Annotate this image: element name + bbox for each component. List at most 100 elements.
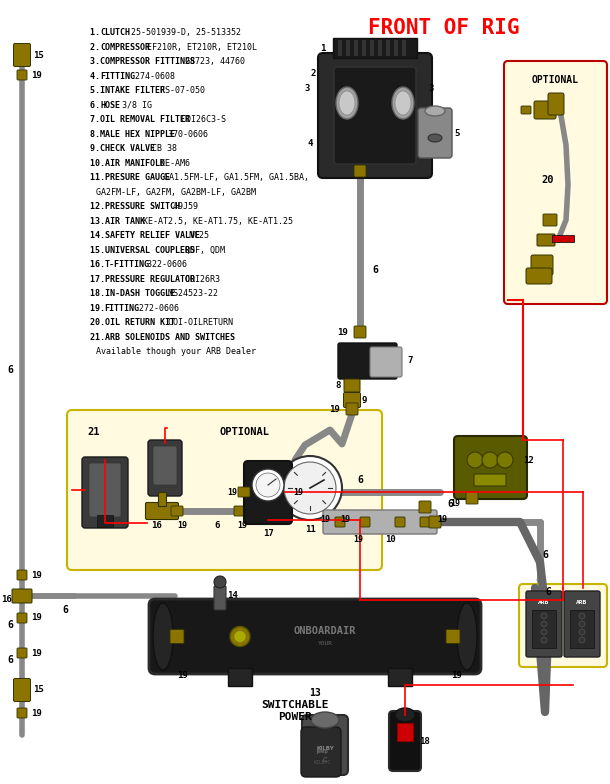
Text: 20: 20 <box>542 175 554 185</box>
FancyBboxPatch shape <box>286 487 298 497</box>
Text: 14.: 14. <box>90 231 110 240</box>
Text: 6: 6 <box>62 605 68 615</box>
Ellipse shape <box>395 708 415 722</box>
Text: MALE HEX NIPPLE: MALE HEX NIPPLE <box>101 129 176 139</box>
FancyBboxPatch shape <box>466 492 478 504</box>
Text: INTAKE FILTER: INTAKE FILTER <box>101 86 165 95</box>
FancyBboxPatch shape <box>354 165 366 177</box>
Bar <box>532 610 556 648</box>
FancyBboxPatch shape <box>543 214 557 226</box>
FancyBboxPatch shape <box>360 517 370 527</box>
Text: 25-501939-D, 25-513352: 25-501939-D, 25-513352 <box>126 28 240 37</box>
FancyBboxPatch shape <box>354 326 366 338</box>
Text: 18: 18 <box>420 736 431 746</box>
Text: C: C <box>323 757 328 763</box>
Text: 16.: 16. <box>90 260 110 269</box>
Text: ARB SOLENOIDS AND SWITCHES: ARB SOLENOIDS AND SWITCHES <box>104 332 235 342</box>
Text: 19: 19 <box>293 488 303 496</box>
Circle shape <box>541 637 547 643</box>
Bar <box>158 492 166 506</box>
FancyBboxPatch shape <box>526 591 562 657</box>
Text: PRESURE GAUGE: PRESURE GAUGE <box>104 173 170 182</box>
Text: 21.: 21. <box>90 332 110 342</box>
Text: 10: 10 <box>385 535 395 545</box>
Text: 19: 19 <box>178 672 188 681</box>
FancyBboxPatch shape <box>504 61 607 304</box>
Ellipse shape <box>336 87 358 119</box>
Text: 19: 19 <box>353 535 363 545</box>
Text: UNIVERSAL COUPLERS: UNIVERSAL COUPLERS <box>104 245 195 255</box>
Text: OPTIONAL: OPTIONAL <box>532 75 579 85</box>
Text: 7.: 7. <box>90 115 105 124</box>
FancyBboxPatch shape <box>395 517 405 527</box>
Ellipse shape <box>311 712 339 728</box>
Text: SWITCHABLE
POWER: SWITCHABLE POWER <box>261 700 329 721</box>
Text: OIL RETURN KIT: OIL RETURN KIT <box>104 318 174 327</box>
FancyBboxPatch shape <box>474 474 506 486</box>
Ellipse shape <box>395 91 411 115</box>
Text: NC25: NC25 <box>184 231 209 240</box>
Text: GA1.5FM-LF, GA1.5FM, GA1.5BA,: GA1.5FM-LF, GA1.5FM, GA1.5BA, <box>159 173 309 182</box>
Bar <box>370 40 374 56</box>
Text: COI26R3: COI26R3 <box>180 274 220 284</box>
FancyBboxPatch shape <box>370 347 402 377</box>
Text: FITTING: FITTING <box>104 303 140 313</box>
Text: 274-0608: 274-0608 <box>130 71 175 81</box>
Ellipse shape <box>392 87 414 119</box>
Circle shape <box>214 576 226 588</box>
FancyBboxPatch shape <box>526 268 552 284</box>
Text: 28723, 44760: 28723, 44760 <box>180 57 245 66</box>
Text: 19: 19 <box>320 516 330 524</box>
FancyBboxPatch shape <box>89 463 121 517</box>
FancyBboxPatch shape <box>346 403 358 415</box>
Text: 6: 6 <box>7 365 13 375</box>
Ellipse shape <box>425 106 445 116</box>
Text: ARB: ARB <box>539 600 550 605</box>
Bar <box>362 40 366 56</box>
Circle shape <box>541 629 547 635</box>
Text: CHECK VALVE: CHECK VALVE <box>101 144 156 153</box>
Bar <box>346 40 350 56</box>
Text: 12.: 12. <box>90 202 110 211</box>
Bar <box>97 515 113 527</box>
Text: KILBYC: KILBYC <box>314 760 331 764</box>
Text: 1.: 1. <box>90 28 105 37</box>
Text: ONBOARDAIR: ONBOARDAIR <box>294 626 356 637</box>
FancyBboxPatch shape <box>531 255 553 275</box>
FancyBboxPatch shape <box>418 108 452 158</box>
Text: 19: 19 <box>32 614 42 622</box>
Text: 49J59: 49J59 <box>168 202 198 211</box>
Text: FITTING: FITTING <box>101 71 135 81</box>
Circle shape <box>252 469 284 501</box>
Text: 6.: 6. <box>90 100 105 110</box>
Text: OIL REMOVAL FILTER: OIL REMOVAL FILTER <box>101 115 190 124</box>
FancyBboxPatch shape <box>234 506 246 516</box>
Circle shape <box>278 456 342 520</box>
Text: FRONT OF RIG: FRONT OF RIG <box>368 18 520 38</box>
Text: 19: 19 <box>32 648 42 658</box>
Text: 19.: 19. <box>90 303 110 313</box>
Circle shape <box>579 613 585 619</box>
Bar <box>402 40 406 56</box>
Text: 3/8 IG: 3/8 IG <box>117 100 152 110</box>
Bar <box>386 40 390 56</box>
Text: 10.: 10. <box>90 158 110 168</box>
Text: 6: 6 <box>7 620 13 630</box>
Text: 19: 19 <box>227 488 237 496</box>
FancyBboxPatch shape <box>149 599 481 674</box>
FancyBboxPatch shape <box>564 591 600 657</box>
Circle shape <box>230 626 250 647</box>
Circle shape <box>541 621 547 627</box>
Text: 3: 3 <box>428 84 434 93</box>
Text: Jeep: Jeep <box>316 750 328 754</box>
Text: 322-0606: 322-0606 <box>142 260 187 269</box>
Text: PRESSURE REGULATOR: PRESSURE REGULATOR <box>104 274 195 284</box>
Bar <box>333 38 417 58</box>
FancyBboxPatch shape <box>17 570 27 580</box>
Text: 17: 17 <box>263 528 273 538</box>
FancyBboxPatch shape <box>323 510 437 534</box>
FancyBboxPatch shape <box>537 234 555 246</box>
FancyBboxPatch shape <box>17 613 27 623</box>
Circle shape <box>579 629 585 635</box>
FancyBboxPatch shape <box>318 53 432 178</box>
